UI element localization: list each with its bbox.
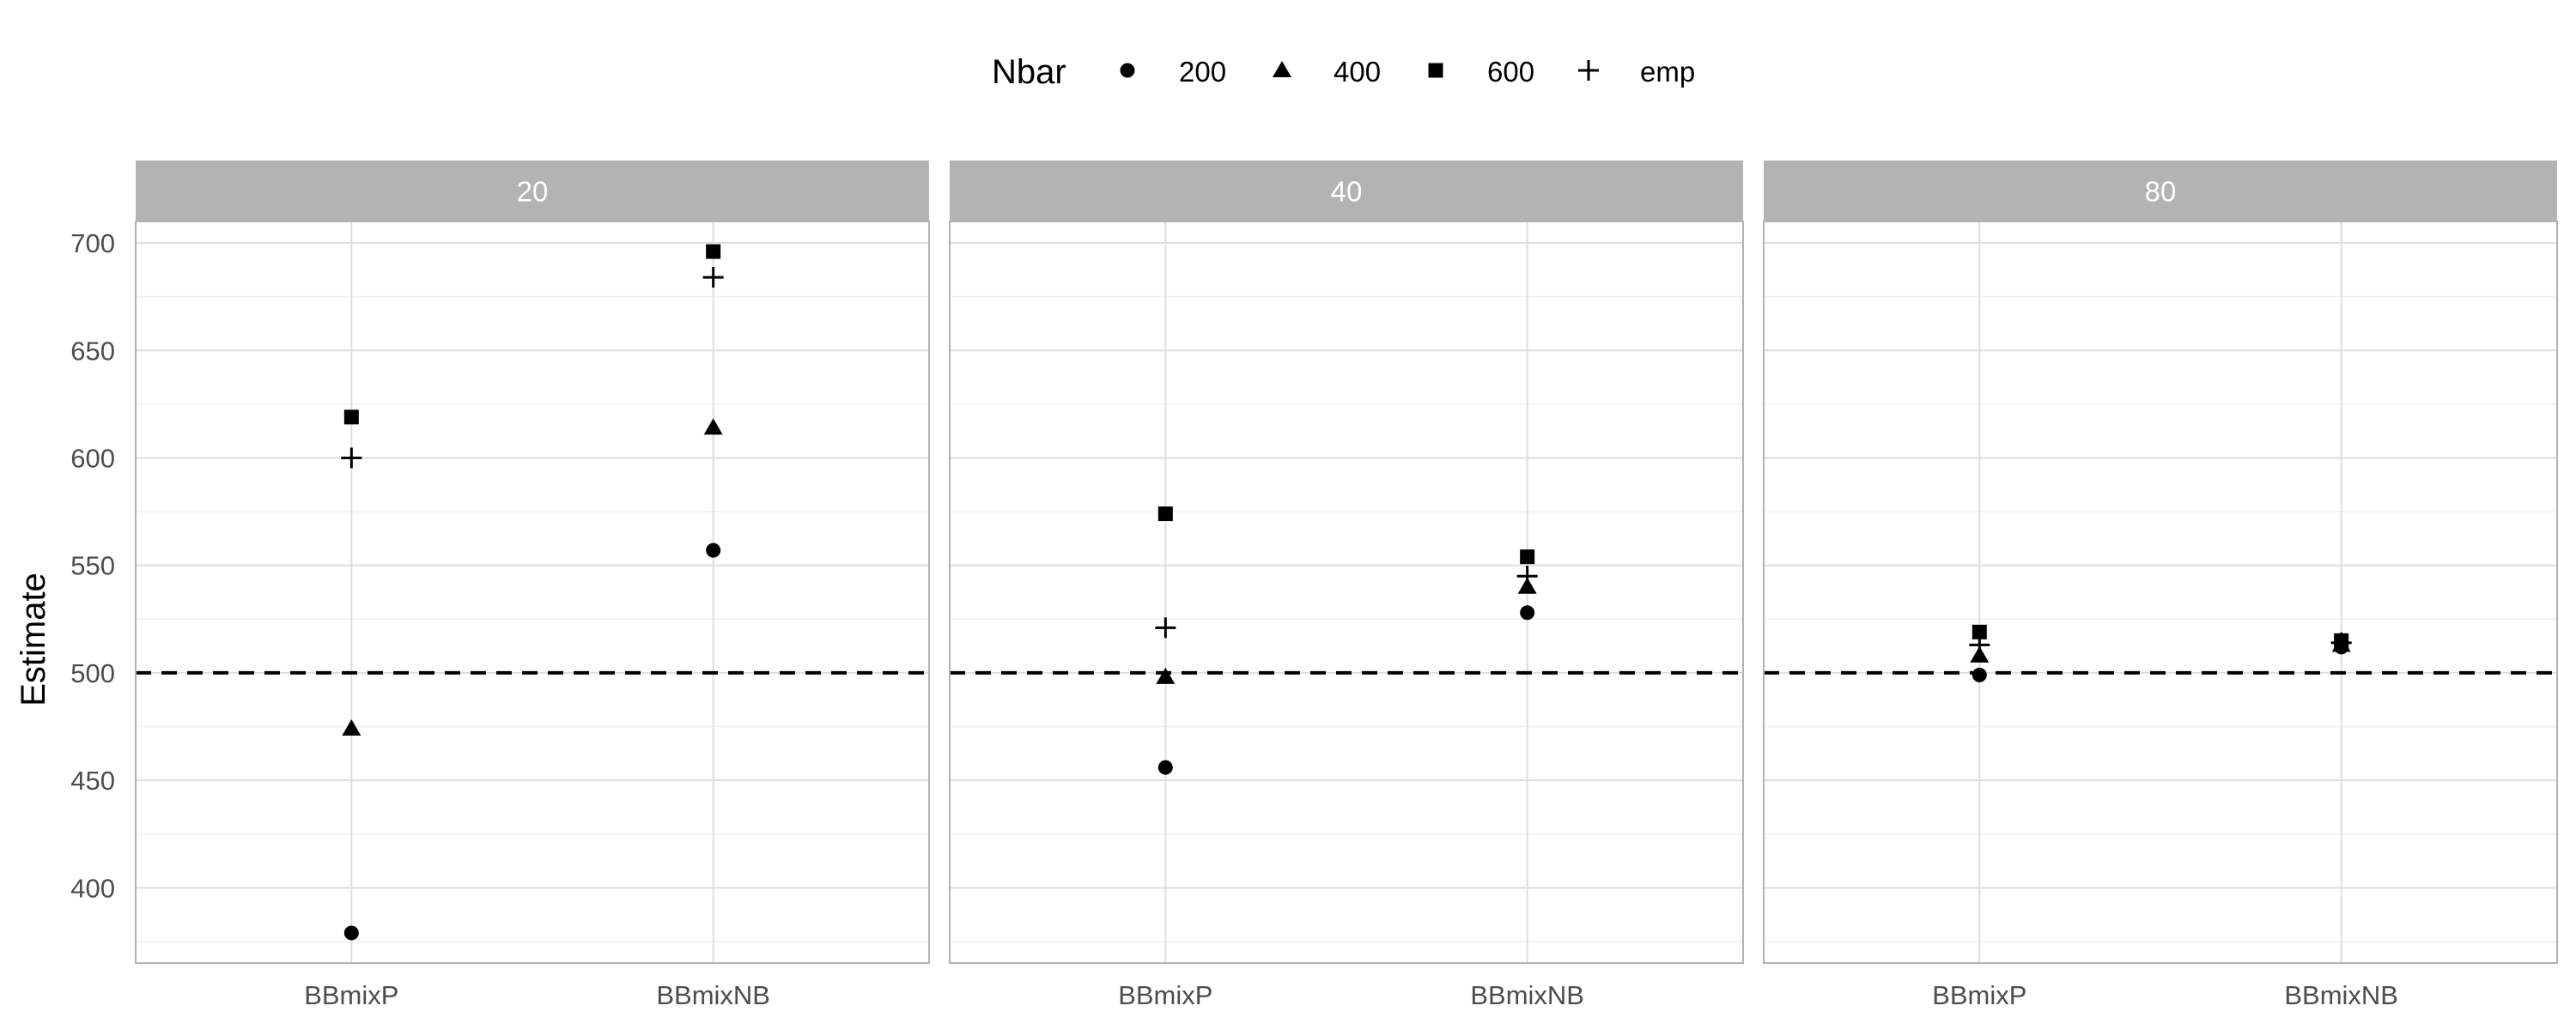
point-80-BBmixP-emp — [1969, 634, 1990, 656]
gridlines — [1764, 221, 2557, 963]
strip-label-80: 80 — [2145, 176, 2177, 208]
point-20-BBmixP-600 — [343, 409, 359, 425]
y-tick-label-550: 550 — [70, 551, 115, 581]
strip-background — [136, 161, 929, 221]
legend-entry-400: 400 — [1273, 56, 1381, 88]
x-tick-label-BBmixP: BBmixP — [1118, 980, 1212, 1010]
y-tick-label-400: 400 — [70, 873, 115, 903]
point-40-BBmixP-emp — [1155, 617, 1176, 639]
point-20-BBmixP-400 — [342, 719, 361, 736]
gridlines — [136, 221, 929, 963]
gridlines — [950, 221, 1743, 963]
data-points — [1155, 506, 1538, 775]
strip-background — [1764, 161, 2557, 221]
panel-border — [1763, 221, 2558, 964]
x-tick-label-BBmixNB: BBmixNB — [1470, 980, 1584, 1010]
point-20-BBmixNB-400 — [703, 418, 723, 435]
x-tick-label-BBmixP: BBmixP — [304, 980, 398, 1010]
y-tick-label-500: 500 — [70, 658, 115, 688]
y-tick-label-450: 450 — [70, 766, 115, 796]
y-tick-label-700: 700 — [70, 228, 115, 258]
strip-background — [950, 161, 1743, 221]
point-20-BBmixNB-200 — [706, 542, 721, 558]
data-points — [341, 244, 724, 941]
strip-label-20: 20 — [517, 176, 549, 208]
point-80-BBmixP-600 — [1971, 624, 1987, 639]
legend-label-emp: emp — [1640, 56, 1695, 88]
point-20-BBmixP-emp — [341, 447, 362, 469]
point-80-BBmixNB-emp — [2330, 632, 2352, 653]
y-axis-ticks: 400 450 500 550 600 650 700 — [70, 228, 115, 903]
panel-40: 40 BBmixP BBmixNB — [949, 161, 1744, 1010]
panel-border — [949, 221, 1744, 964]
y-tick-label-650: 650 — [70, 336, 115, 366]
legend: Nbar 200 400 600 emp — [992, 53, 1695, 91]
panel-80: 80 BBmixP BBmixNB — [1763, 161, 2558, 1010]
legend-label-400: 400 — [1334, 56, 1381, 88]
legend-key-400 — [1273, 61, 1291, 77]
strip-label-40: 40 — [1331, 176, 1363, 208]
data-points — [1969, 624, 2352, 682]
point-40-BBmixP-600 — [1157, 506, 1173, 522]
legend-entry-200: 200 — [1120, 56, 1226, 88]
legend-title: Nbar — [992, 53, 1066, 91]
point-20-BBmixNB-600 — [706, 244, 721, 259]
legend-label-600: 600 — [1487, 56, 1534, 88]
point-40-BBmixP-200 — [1157, 760, 1173, 775]
legend-key-600 — [1428, 63, 1443, 78]
legend-entry-emp: emp — [1578, 56, 1695, 88]
panel-20: 20 BBmixP BBmixNB — [135, 161, 930, 1010]
panel-background — [1764, 221, 2557, 963]
y-axis-title: Estimate — [15, 573, 52, 706]
point-40-BBmixNB-emp — [1516, 566, 1538, 587]
point-40-BBmixNB-200 — [1520, 605, 1535, 621]
panel-border — [135, 221, 930, 964]
panel-background — [136, 221, 929, 963]
x-tick-label-BBmixNB: BBmixNB — [656, 980, 770, 1010]
point-40-BBmixNB-600 — [1520, 549, 1535, 565]
x-tick-label-BBmixNB: BBmixNB — [2284, 980, 2398, 1010]
legend-entry-600: 600 — [1428, 56, 1534, 88]
legend-key-emp — [1578, 60, 1599, 81]
point-80-BBmixP-200 — [1971, 667, 1987, 682]
panel-background — [950, 221, 1743, 963]
x-tick-label-BBmixP: BBmixP — [1932, 980, 2026, 1010]
point-40-BBmixP-400 — [1156, 667, 1176, 684]
legend-key-200 — [1120, 63, 1135, 78]
y-tick-label-600: 600 — [70, 443, 115, 473]
point-20-BBmixP-200 — [343, 925, 359, 941]
point-20-BBmixNB-emp — [702, 267, 724, 288]
legend-label-200: 200 — [1179, 56, 1226, 88]
